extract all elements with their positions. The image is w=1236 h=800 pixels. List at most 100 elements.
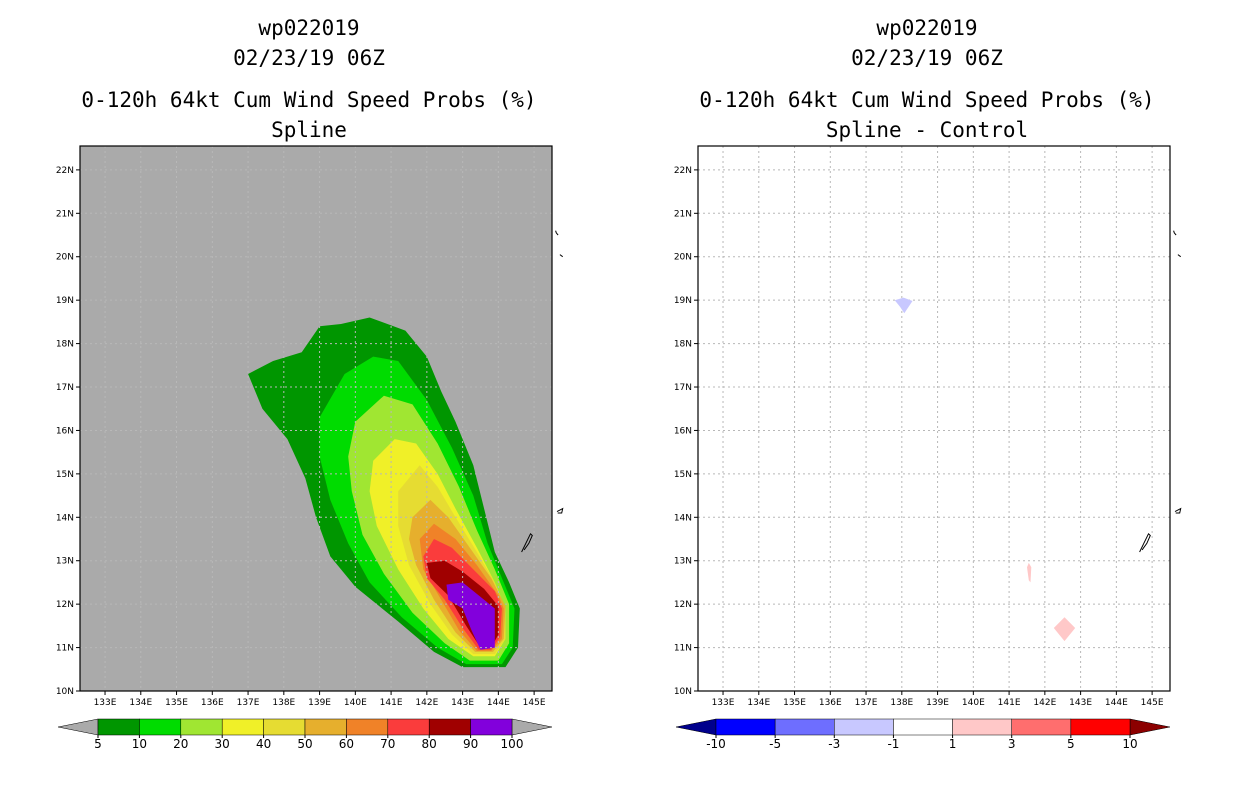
difference-area-positive [1027,562,1032,583]
colorbar-label: -1 [887,737,899,751]
lat-tick-label: 15N [56,470,74,480]
colorbar-under-triangle [57,718,99,736]
colorbar-segment [1011,718,1072,736]
colorbar-label: 40 [256,737,271,751]
lon-tick-label: 141E [998,698,1021,708]
colorbar-segment [952,718,1012,736]
lat-tick-label: 12N [674,600,692,610]
lat-tick-label: 19N [56,296,74,306]
colorbar-segment [428,718,471,736]
colorbar-segment [180,718,223,736]
spline-panel: wp022019 02/23/19 06Z 0-120h 64kt Cum Wi… [56,16,564,751]
lat-tick-label: 10N [674,687,692,697]
lon-tick-label: 138E [890,698,913,708]
coastline [556,507,564,514]
coastline [1174,507,1182,514]
lon-tick-label: 137E [855,698,878,708]
spline-probability-map: 133E 134E 135E 136E 137E 138E 139E 140E 141E 142E… [56,145,564,751]
storm-id: wp022019 [876,16,978,40]
colorbar-segment [715,718,776,736]
lat-tick-label: 17N [674,383,692,393]
difference-area-negative [894,297,913,314]
lon-tick-label: 136E [201,698,224,708]
lon-tick-label: 138E [272,698,295,708]
lat-tick-label: 17N [56,383,74,393]
lat-tick-label: 19N [674,296,692,306]
lon-tick-label: 137E [237,698,260,708]
colorbar-label: 90 [463,737,478,751]
difference-area-positive [1053,617,1076,642]
lon-tick-label: 141E [380,698,403,708]
map-frame [79,145,553,692]
lat-tick-label: 22N [56,166,74,176]
colorbar-label: 50 [297,737,312,751]
lat-tick-label: 22N [674,166,692,176]
lat-tick-label: 20N [56,253,74,263]
map-frame [697,145,1171,692]
lon-tick-label: 145E [1141,698,1164,708]
lat-tick-label: 11N [674,644,692,654]
difference-map: 133E 134E 135E 136E 137E 138E 139E 140E 141E 142E… [674,145,1182,751]
lon-tick-label: 133E [94,698,117,708]
map-background [698,146,1170,691]
colorbar-label: 100 [501,737,524,751]
colorbar-label: 20 [173,737,188,751]
colorbar-label: 3 [1008,737,1016,751]
lon-tick-label: 135E [165,698,188,708]
colorbar-label: 30 [215,737,230,751]
probability-contour-90 [446,582,495,650]
lat-tick-label: 11N [56,644,74,654]
coastline [1173,230,1177,236]
date-time: 02/23/19 06Z [851,46,1003,70]
colorbar-under-triangle [675,718,717,736]
lat-tick-label: 21N [56,209,74,219]
lon-tick-label: 134E [129,698,152,708]
colorbar-label: 5 [1067,737,1075,751]
colorbar-segment [139,718,182,736]
lon-tick-label: 139E [308,698,331,708]
lat-tick-label: 21N [674,209,692,219]
lon-tick-label: 140E [344,698,367,708]
lon-tick-label: 142E [415,698,438,708]
lat-tick-label: 18N [56,340,74,350]
colorbar-label: 70 [380,737,395,751]
colorbar-segment [304,718,347,736]
lat-tick-label: 14N [674,513,692,523]
colorbar-segment [893,718,953,736]
lon-tick-label: 133E [712,698,735,708]
colorbar-segment [774,718,835,736]
lon-tick-label: 144E [1105,698,1128,708]
colorbar-segment [834,718,894,736]
lon-tick-label: 143E [1069,698,1092,708]
storm-id: wp022019 [258,16,360,40]
lat-tick-label: 12N [56,600,74,610]
coastline [1139,532,1151,553]
lon-tick-label: 139E [926,698,949,708]
lon-tick-label: 143E [451,698,474,708]
lon-tick-label: 135E [783,698,806,708]
date-time: 02/23/19 06Z [233,46,385,70]
lon-tick-label: 145E [523,698,546,708]
lat-tick-label: 10N [56,687,74,697]
colorbar-segment [97,718,140,736]
colorbar-over-triangle [1129,718,1171,736]
lon-tick-label: 140E [962,698,985,708]
coastline [555,230,559,236]
colorbar-segment [1070,718,1131,736]
coastline [521,532,533,553]
colorbar-segment [221,718,264,736]
colorbar-label: -10 [706,737,726,751]
colorbar-segment [387,718,430,736]
colorbar-label: 80 [422,737,437,751]
product-title: 0-120h 64kt Cum Wind Speed Probs (%) [699,88,1155,112]
lon-tick-label: 134E [747,698,770,708]
colorbar: 5 10 20 30 40 50 60 70 80 90 100 [57,718,553,751]
colorbar-segment [263,718,306,736]
grid-lines [698,146,1170,692]
colorbar: -10 -5 -3 -1 1 3 5 10 [675,718,1171,751]
colorbar-label: 1 [949,737,957,751]
colorbar-segment [346,718,389,736]
colorbar-segment [470,718,513,736]
grid-lines [80,146,552,692]
colorbar-label: 10 [132,737,147,751]
